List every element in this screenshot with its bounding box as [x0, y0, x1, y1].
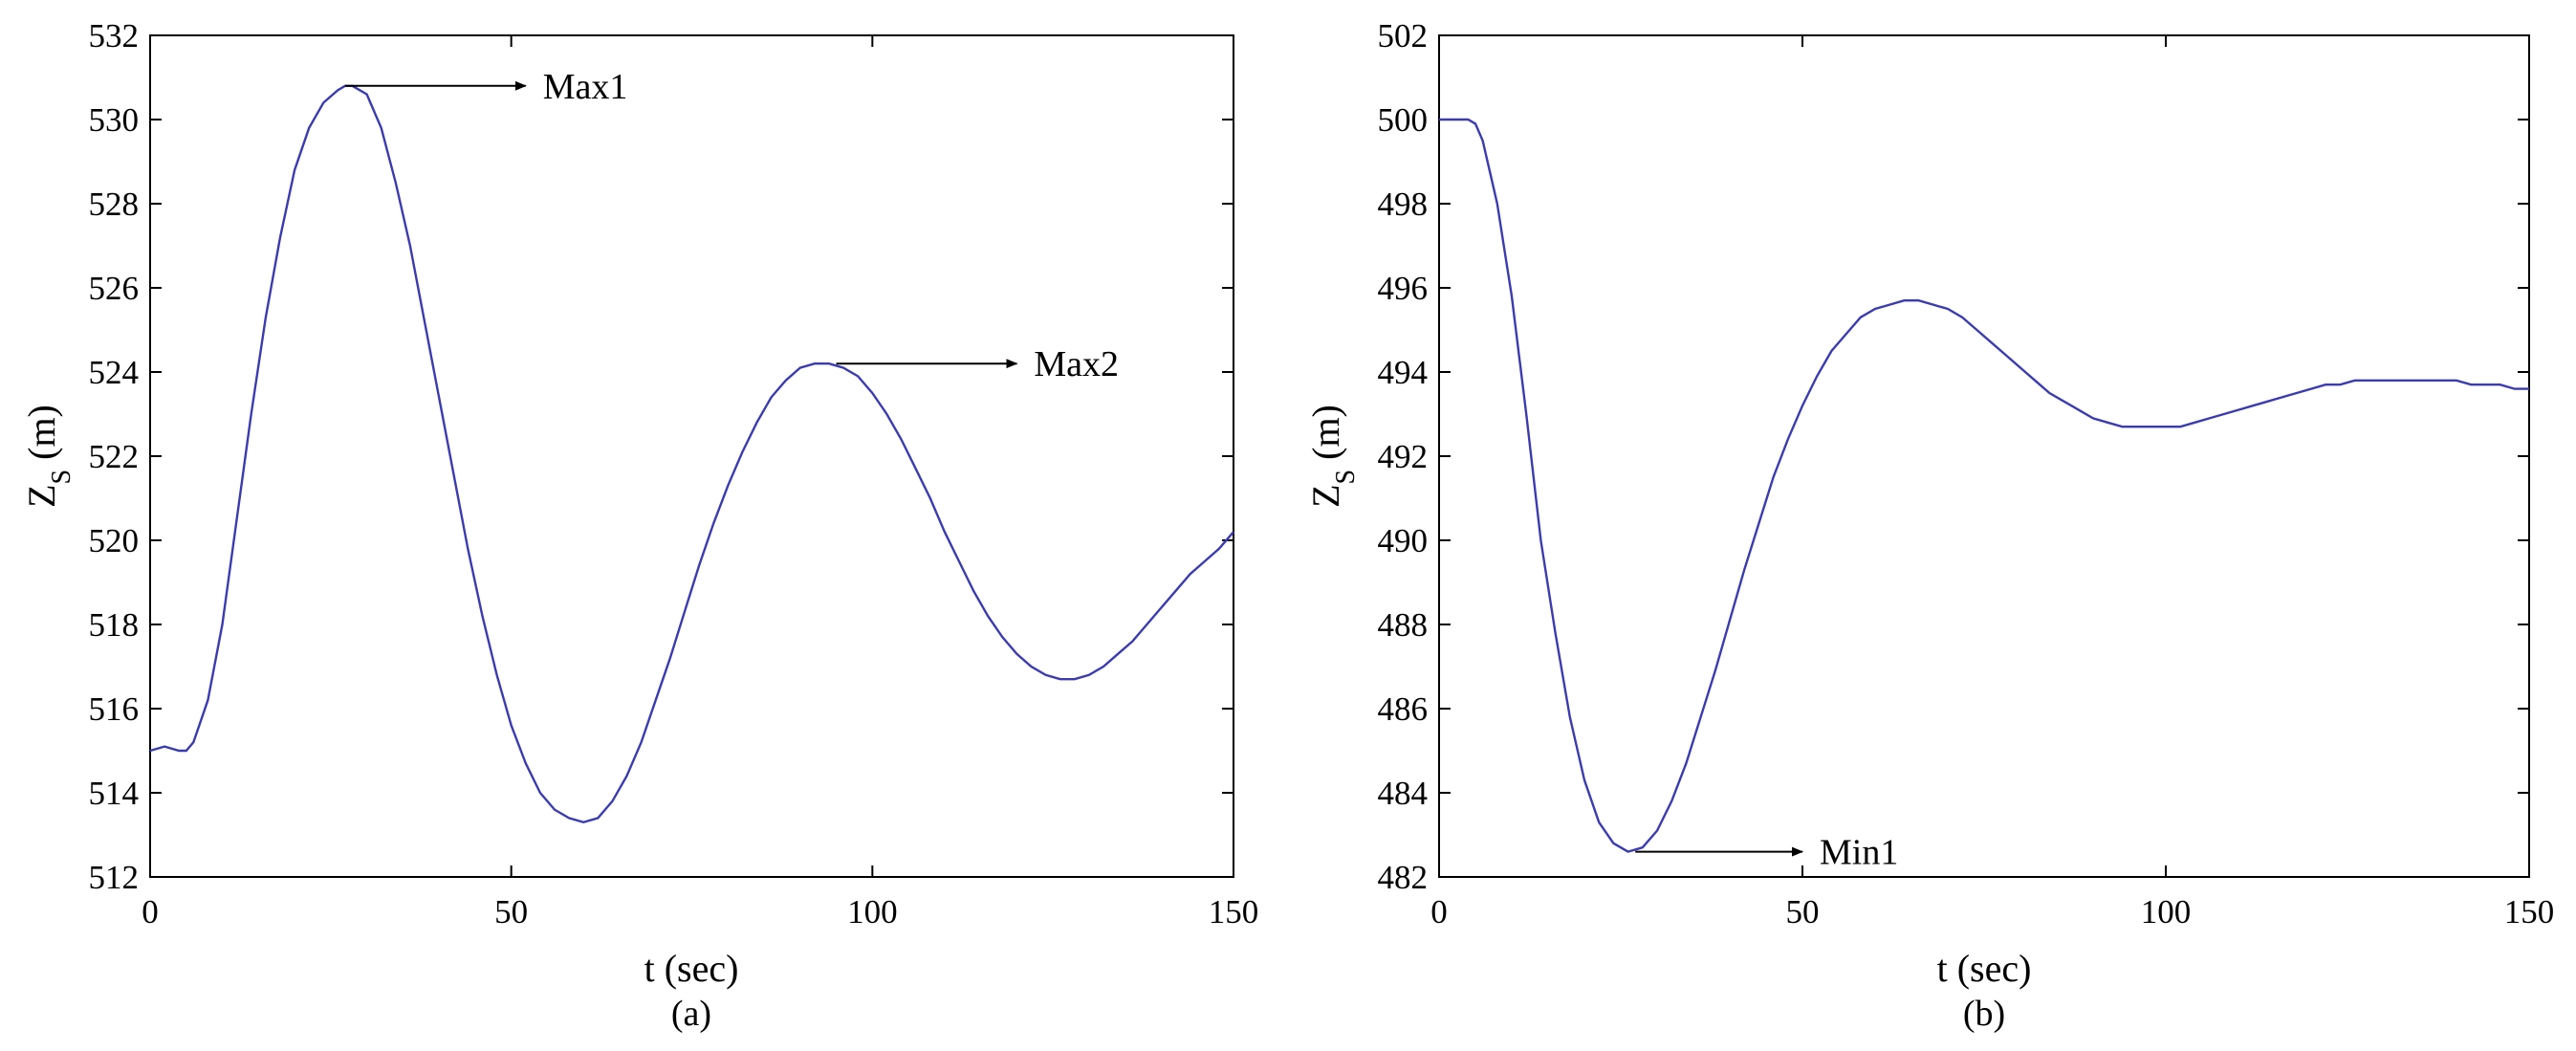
y-tick-label: 496	[1378, 270, 1429, 307]
y-tick-label: 524	[89, 354, 140, 391]
y-axis-ticks: 512 514 516 518 520 522 524 526 528 530 532	[89, 17, 1233, 896]
y-tick-label: 530	[89, 101, 140, 139]
y-axis-label: ZS (m)	[20, 405, 76, 508]
series-group	[149, 84, 1234, 824]
y-tick-label: 520	[89, 522, 140, 559]
x-tick-label: 0	[1430, 893, 1448, 931]
y-tick-label: 492	[1378, 438, 1429, 475]
y-axis-label-main: Z	[20, 484, 63, 507]
panel-label: (b)	[1963, 994, 2005, 1034]
y-axis-label-unit: (m)	[20, 405, 63, 470]
y-axis-label-subscript: S	[47, 470, 76, 485]
plot-frame	[1438, 34, 2530, 878]
y-tick-label: 514	[89, 775, 140, 812]
y-tick-label: 494	[1378, 354, 1429, 391]
y-tick-label: 488	[1378, 606, 1429, 644]
y-tick-label: 502	[1378, 17, 1429, 55]
annotation-group: Max1 Max2	[344, 67, 1119, 384]
y-axis-ticks: 482 484 486 488 490 492 494 496 498 500 502	[1378, 17, 2529, 896]
y-axis-label-main: Z	[1304, 484, 1347, 507]
panel-label: (a)	[671, 994, 711, 1034]
annotation-group: Min1	[1635, 833, 1898, 873]
y-tick-label: 490	[1378, 522, 1429, 559]
x-axis-ticks: 0 50 100 150	[1430, 35, 2554, 931]
annotation-label: Min1	[1820, 833, 1898, 873]
x-tick-label: 50	[1786, 893, 1820, 931]
y-tick-label: 484	[1378, 775, 1429, 812]
y-tick-label: 518	[89, 606, 140, 644]
plot-frame	[149, 34, 1234, 878]
y-axis-label: ZS (m)	[1304, 405, 1361, 508]
y-tick-label: 522	[89, 438, 140, 475]
y-axis-label-subscript: S	[1331, 470, 1361, 485]
y-tick-label: 500	[1378, 101, 1429, 139]
chart-panel-a: 512 514 516 518 520 522 524 526 528 530 532 0 50 100…	[20, 17, 1258, 1034]
x-tick-label: 0	[142, 893, 159, 931]
x-tick-label: 100	[2141, 893, 2192, 931]
annotation-label: Max2	[1034, 344, 1119, 384]
x-tick-label: 150	[2504, 893, 2555, 931]
y-tick-label: 486	[1378, 690, 1429, 728]
x-tick-label: 100	[847, 893, 898, 931]
x-axis-label: t (sec)	[1937, 947, 2032, 990]
series-line	[149, 84, 1234, 824]
y-tick-label: 526	[89, 270, 140, 307]
x-tick-label: 50	[494, 893, 528, 931]
y-tick-label: 532	[89, 17, 140, 55]
series-group	[1439, 118, 2529, 853]
chart-panel-b: 482 484 486 488 490 492 494 496 498 500 502 0 50 100…	[1304, 17, 2554, 1034]
series-line	[1439, 118, 2529, 853]
x-tick-label: 150	[1209, 893, 1259, 931]
annotation-label: Max1	[543, 67, 628, 107]
x-axis-ticks: 0 50 100 150	[142, 35, 1258, 931]
y-tick-label: 512	[89, 859, 140, 896]
y-axis-label-unit: (m)	[1304, 405, 1347, 470]
y-tick-label: 482	[1378, 859, 1429, 896]
y-tick-label: 528	[89, 186, 140, 223]
y-tick-label: 516	[89, 690, 140, 728]
x-axis-label: t (sec)	[644, 947, 739, 990]
y-tick-label: 498	[1378, 186, 1429, 223]
